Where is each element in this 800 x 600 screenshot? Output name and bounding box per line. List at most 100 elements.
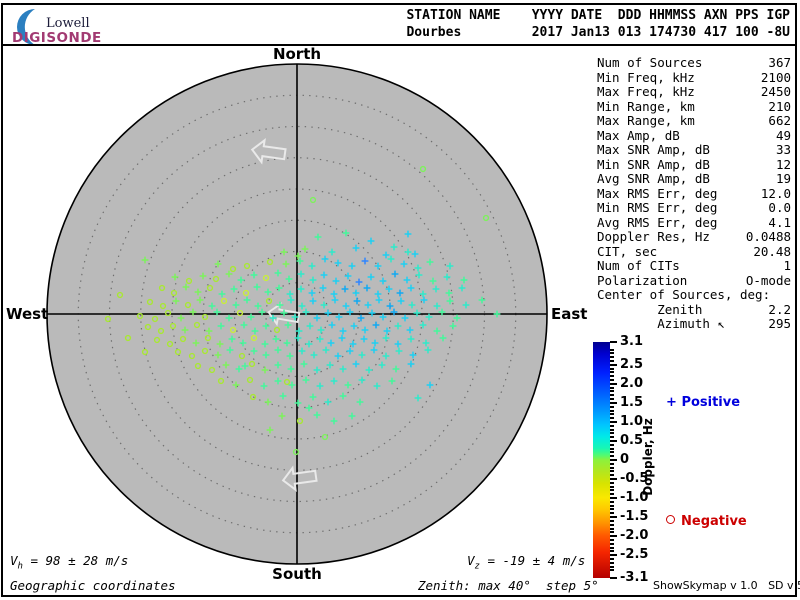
source-point-positive <box>382 334 390 342</box>
source-point-positive <box>298 302 306 310</box>
source-point-positive <box>406 326 414 334</box>
source-point-positive <box>288 381 296 389</box>
source-point-positive <box>266 426 274 434</box>
source-point-positive <box>274 269 282 277</box>
source-point-positive <box>243 296 251 304</box>
source-point-positive <box>291 313 299 321</box>
source-point-positive <box>382 352 390 360</box>
source-point-positive <box>409 351 417 359</box>
source-point-positive <box>404 248 412 256</box>
source-point-positive <box>422 339 430 347</box>
source-point-positive <box>218 290 226 298</box>
source-point-positive <box>297 270 305 278</box>
colorbar-tick <box>610 451 614 454</box>
source-point-positive <box>306 322 314 330</box>
source-point-positive <box>420 296 428 304</box>
source-point-positive <box>387 255 395 263</box>
colorbar-tick-label: -2.0 <box>620 528 649 544</box>
source-point-negative <box>141 348 149 356</box>
source-point-positive <box>228 335 236 343</box>
source-point-positive <box>213 308 221 316</box>
panel-row: Azimuth ↖ 295 <box>597 316 791 331</box>
source-point-positive <box>287 296 295 304</box>
source-point-positive <box>445 289 453 297</box>
source-point-negative <box>419 165 427 173</box>
source-point-negative <box>104 315 112 323</box>
source-point-positive <box>386 302 394 310</box>
source-point-positive <box>413 309 421 317</box>
source-point-negative <box>266 258 274 266</box>
source-point-positive <box>327 339 335 347</box>
station-header: STATION NAME YYYY DATE DDD HHMMSS AXN PP… <box>406 7 790 41</box>
colorbar-tick <box>610 531 614 534</box>
source-point-positive <box>424 346 432 354</box>
source-point-negative <box>236 309 244 317</box>
source-point-positive <box>439 334 447 342</box>
source-point-positive <box>261 366 269 374</box>
source-point-positive <box>205 327 213 335</box>
source-point-negative <box>217 377 225 385</box>
colorbar-tick-label: 1.0 <box>620 413 644 429</box>
source-point-positive <box>400 260 408 268</box>
panel-row: Max RMS Err, deg 12.0 <box>597 185 791 201</box>
colorbar-tick <box>610 546 614 549</box>
source-point-positive <box>358 351 366 359</box>
colorbar-tick <box>610 466 614 469</box>
colorbar-tick <box>610 401 617 404</box>
source-point-positive <box>217 322 225 330</box>
source-point-negative <box>169 322 177 330</box>
source-point-negative <box>193 321 201 329</box>
panel-row: Min Range, km 210 <box>597 98 791 114</box>
colorbar-tick-label: -0.5 <box>620 471 649 487</box>
source-point-positive <box>446 262 454 270</box>
colorbar-tick <box>610 439 617 442</box>
colorbar-tick <box>610 356 614 359</box>
source-point-negative <box>283 378 291 386</box>
north-label: North <box>272 45 322 63</box>
source-point-positive <box>250 347 258 355</box>
panel-row: Min SNR Amp, dB 12 <box>597 156 791 172</box>
source-point-positive <box>302 308 310 316</box>
panel-row: Max SNR Amp, dB 33 <box>597 142 791 157</box>
source-point-positive <box>309 276 317 284</box>
source-point-positive <box>363 284 371 292</box>
source-point-positive <box>330 417 338 425</box>
source-point-positive <box>429 277 437 285</box>
source-point-positive <box>446 297 454 305</box>
source-point-positive <box>324 398 332 406</box>
source-point-negative <box>116 291 124 299</box>
source-point-positive <box>335 313 343 321</box>
source-point-positive <box>331 296 339 304</box>
source-point-positive <box>330 290 338 298</box>
west-label: West <box>6 305 49 323</box>
colorbar-tick <box>610 386 614 389</box>
source-point-positive <box>433 302 441 310</box>
colorbar-tick-label: -1.5 <box>620 509 649 525</box>
source-point-negative <box>238 352 246 360</box>
source-point-positive <box>308 262 316 270</box>
source-point-positive <box>181 326 189 334</box>
source-point-positive <box>407 284 415 292</box>
source-point-positive <box>493 310 501 318</box>
source-point-positive <box>328 248 336 256</box>
source-point-negative <box>229 326 237 334</box>
station-header-line2: Dourbes 2017 Jan13 013 174730 417 100 -8… <box>406 25 790 40</box>
colorbar-tick <box>610 455 614 458</box>
source-point-positive <box>419 321 427 329</box>
source-point-negative <box>321 433 329 441</box>
source-point-positive <box>368 309 376 317</box>
source-point-positive <box>301 245 309 253</box>
source-point-negative <box>194 362 202 370</box>
plus-marker-icon: + <box>666 395 677 410</box>
source-point-positive <box>390 243 398 251</box>
source-point-positive <box>305 340 313 348</box>
source-point-positive <box>350 322 358 330</box>
colorbar-tick <box>610 516 617 519</box>
colorbar-tick <box>610 371 614 374</box>
source-point-positive <box>382 251 390 259</box>
source-point-negative <box>188 352 196 360</box>
source-point-positive <box>320 271 328 279</box>
colorbar-tick <box>610 443 614 446</box>
source-point-positive <box>364 301 372 309</box>
coordinate-system-label: Geographic coordinates <box>10 578 176 593</box>
